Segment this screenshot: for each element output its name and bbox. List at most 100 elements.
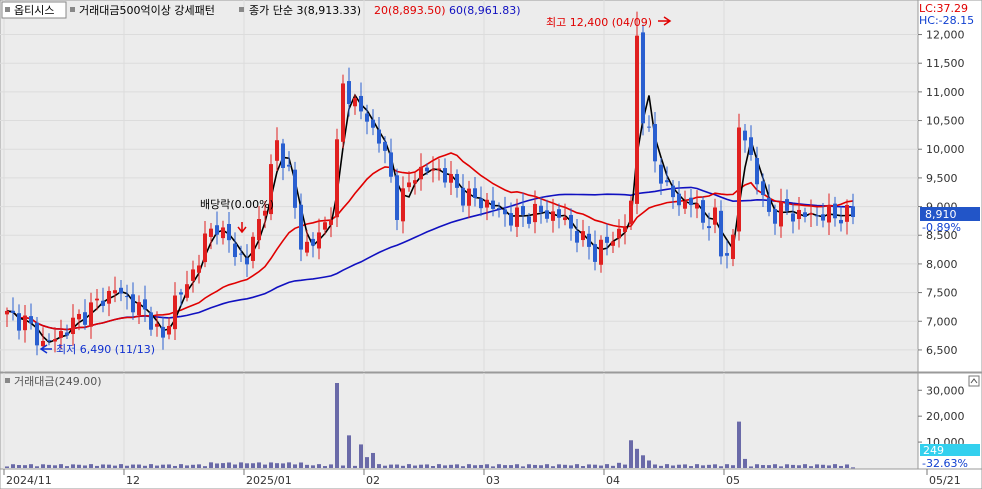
volume-bar-82 [497,464,501,468]
low-arrow-icon [39,344,52,354]
volume-bar-0 [5,466,9,468]
ma20-legend: 20(8,893.50) [374,4,446,17]
candle-body-37 [227,224,231,241]
candle-body-3 [23,315,27,331]
date-tick-label-4: 03 [486,474,500,487]
volume-bar-27 [167,464,171,468]
date-axis [0,468,982,489]
volume-bar-26 [161,464,165,468]
candle-body-92 [557,209,561,218]
volume-bar-78 [473,465,477,468]
volume-bar-68 [413,465,417,468]
candle-body-25 [155,323,159,327]
candle-body-86 [521,206,525,215]
candle-body-0 [5,310,9,315]
candle-body-100 [605,236,609,243]
volume-bar-92 [557,464,561,468]
volume-bar-135 [815,464,819,468]
volume-bar-88 [533,464,537,468]
volume-bar-102 [617,462,621,468]
candle-body-106 [641,32,645,124]
candle-body-139 [839,219,843,224]
candle-body-56 [341,83,345,142]
candle-body-95 [575,231,579,243]
candle-body-61 [371,119,375,128]
price-tick-label-4: 8,500 [926,229,958,242]
volume-bar-101 [611,465,615,468]
candle-body-2 [17,313,21,331]
candle-body-40 [245,257,249,265]
volume-bar-74 [449,464,453,468]
volume-bar-32 [197,464,201,468]
volume-bar-136 [821,464,825,468]
volume-bar-125 [755,464,759,468]
candle-body-18 [113,290,117,294]
volume-bar-34 [209,462,213,468]
volume-bar-21 [131,464,135,468]
volume-bar-9 [59,464,63,468]
candle-body-55 [335,139,339,218]
volume-bar-8 [53,465,57,468]
volume-bar-14 [89,464,93,468]
volume-bar-83 [503,465,507,468]
date-tick-label-5: 04 [606,474,620,487]
candle-body-138 [833,203,837,219]
candle-body-90 [545,210,549,219]
volume-bar-16 [101,464,105,468]
volume-bar-114 [689,466,693,468]
candle-body-10 [65,332,69,336]
volume-bar-58 [353,465,357,468]
volume-bar-91 [551,466,555,468]
volume-bar-121 [731,465,735,468]
candle-body-49 [299,204,303,250]
candle-body-135 [815,215,819,217]
grid-lines [0,0,918,469]
volume-bar-133 [803,464,807,468]
candle-body-121 [731,234,735,259]
date-ticks: 2024/11 12 2025/01 02 03 04 05 05/21 [3,469,961,487]
volume-panel[interactable] [0,372,919,470]
volume-bar-43 [263,464,267,468]
candle-body-46 [281,143,285,168]
candle-body-117 [707,226,711,229]
volume-bar-38 [233,464,237,468]
stock-name-box[interactable] [1,1,67,19]
price-tick-label-2: 7,500 [926,287,958,300]
candle-body-58 [353,98,357,107]
candle-body-20 [125,296,129,298]
candle-body-34 [209,228,213,237]
candle-body-120 [725,253,729,256]
volume-bar-123 [743,458,747,468]
volume-bar-127 [767,465,771,468]
volume-bar-62 [377,464,381,468]
volume-bar-77 [467,464,471,468]
candle-body-62 [377,129,381,144]
volume-bar-70 [425,464,429,468]
volume-bar-59 [359,444,363,468]
volume-bar-106 [641,455,645,468]
volume-bar-4 [29,464,33,468]
volume-bar-64 [389,464,393,468]
volume-bar-29 [179,464,183,468]
candle-body-97 [587,233,591,247]
dividend-arrow-icon [237,222,247,234]
volume-bar-138 [833,464,837,468]
volume-bar-139 [839,465,843,468]
volume-bar-124 [749,466,753,468]
candle-body-107 [647,126,651,128]
ma20-line [6,152,854,331]
candle-body-76 [461,187,465,206]
candle-body-47 [287,164,291,167]
candle-body-68 [413,180,417,184]
candle-body-44 [269,164,273,215]
settings-icon[interactable] [968,375,980,387]
volume-bar-90 [545,464,549,468]
volume-bar-81 [491,466,495,468]
volume-bar-131 [791,464,795,468]
volume-bar-11 [71,464,75,468]
candle-body-42 [257,219,261,241]
candle-body-115 [695,203,699,209]
candle-body-111 [671,185,675,198]
date-tick-label-2: 2025/01 [246,474,292,487]
volume-bar-28 [173,465,177,468]
